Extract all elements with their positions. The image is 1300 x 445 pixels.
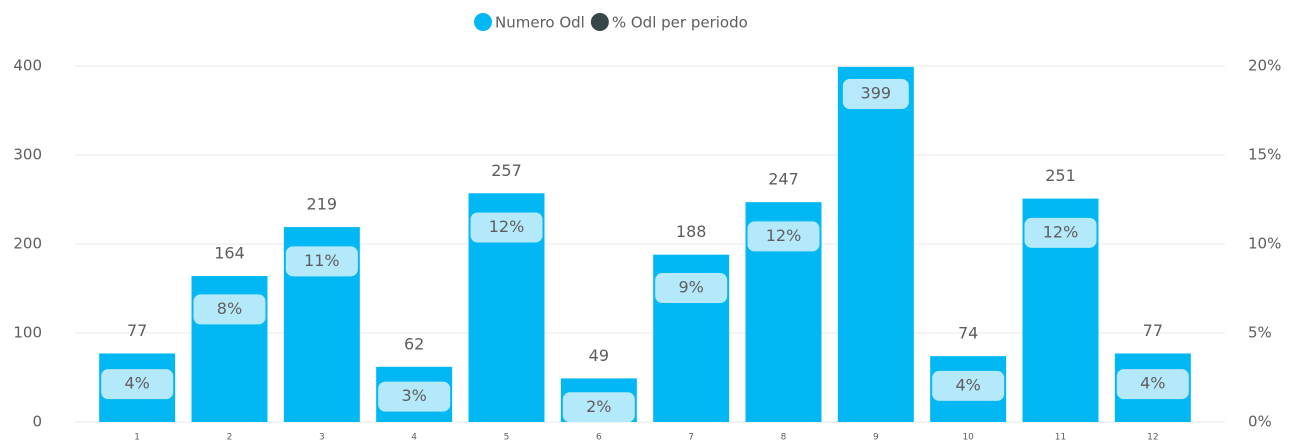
- data-label-box: [1116, 369, 1189, 400]
- y-tick-label: 0: [32, 413, 42, 431]
- bar-data-label: 62: [404, 334, 424, 353]
- bar-data-label: 247: [768, 170, 799, 189]
- line-data-label: 11%: [304, 251, 340, 270]
- x-tick-label: 4: [411, 433, 417, 443]
- bar-data-label: 219: [307, 195, 338, 214]
- line-data-label: 4%: [1140, 374, 1165, 393]
- data-label-box: [101, 369, 174, 400]
- bar-data-label: 49: [589, 346, 609, 365]
- bar-data-label: 74: [958, 324, 978, 343]
- bar: [837, 66, 914, 422]
- bar-data-label: 251: [1045, 166, 1076, 185]
- line-data-label: 2%: [586, 397, 611, 416]
- data-label-box: [378, 381, 451, 412]
- x-tick-label: 9: [873, 433, 879, 443]
- y-tick-label: 100: [13, 324, 42, 342]
- data-label-box: [1024, 217, 1097, 248]
- x-tick-label: 11: [1055, 433, 1066, 443]
- y2-tick-label: 15%: [1248, 146, 1281, 164]
- x-tick-label: 7: [688, 433, 694, 443]
- y2-tick-label: 10%: [1248, 235, 1281, 253]
- bar-data-label: 257: [491, 161, 522, 180]
- bar-data-label: 188: [676, 222, 707, 241]
- legend-label: Numero Odl: [495, 14, 585, 32]
- line-data-label: 8%: [217, 299, 242, 318]
- x-tick-label: 12: [1147, 433, 1158, 443]
- y2-tick-label: 0%: [1248, 413, 1272, 431]
- data-label-box: [470, 212, 543, 243]
- data-label-box: [842, 79, 909, 109]
- bar-data-label: 77: [127, 321, 147, 340]
- x-tick-label: 1: [134, 433, 140, 443]
- x-tick-label: 10: [962, 433, 974, 443]
- data-label-box: [747, 221, 820, 252]
- x-tick-label: 8: [781, 433, 787, 443]
- x-tick-label: 6: [596, 433, 602, 443]
- y-tick-label: 400: [13, 57, 42, 75]
- y-tick-label: 200: [13, 235, 42, 253]
- data-label-box: [285, 246, 358, 277]
- line-data-label: 4%: [124, 374, 149, 393]
- x-tick-label: 2: [227, 433, 233, 443]
- legend-marker: [590, 13, 609, 31]
- data-label-box: [562, 392, 635, 423]
- x-tick-label: 3: [319, 433, 325, 443]
- line-data-label: 12%: [1043, 222, 1079, 241]
- line-data-label: 4%: [955, 375, 980, 394]
- bar-data-label: 399: [861, 84, 892, 103]
- data-label-box: [932, 370, 1005, 401]
- x-tick-label: 5: [504, 433, 510, 443]
- data-label-box: [655, 273, 728, 304]
- line-data-label: 3%: [401, 386, 426, 405]
- line-data-label: 9%: [678, 278, 703, 297]
- line-data-label: 12%: [489, 217, 525, 236]
- legend-marker: [474, 13, 492, 31]
- y2-tick-label: 20%: [1248, 57, 1281, 75]
- bar-data-label: 164: [214, 244, 245, 263]
- y-tick-label: 300: [13, 146, 42, 164]
- legend-label: % Odl per periodo: [612, 14, 748, 32]
- y2-tick-label: 5%: [1248, 324, 1272, 342]
- bar-data-label: 77: [1143, 321, 1163, 340]
- line-data-label: 12%: [766, 226, 802, 245]
- data-label-box: [193, 294, 266, 325]
